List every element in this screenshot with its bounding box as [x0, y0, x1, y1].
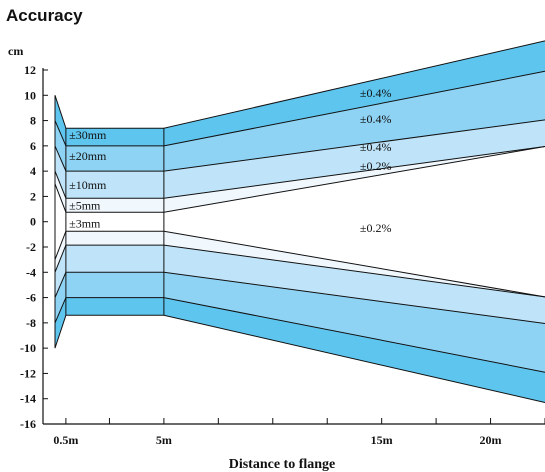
band-edge-1-upper	[54, 146, 545, 213]
y-tick-label: 10	[24, 88, 36, 102]
y-tick-label: -14	[20, 392, 36, 406]
band-annotation: ±0.4%	[360, 112, 392, 126]
band-edge-4-lower	[54, 297, 545, 373]
x-tick-label: 5m	[156, 433, 172, 447]
y-tick-label: -12	[20, 366, 36, 380]
tick-labels: -16 -14 -12 -10 -8 -6 -4 -2 0 2 4 6 8 10 12 0.5m 5m 15m 20…	[20, 63, 545, 447]
band-1	[55, 146, 545, 297]
accuracy-bands	[55, 40, 545, 403]
band-outlines	[54, 40, 545, 403]
band-edge-2-lower	[54, 244, 545, 298]
band-edge-4-upper	[54, 70, 545, 147]
band-edge-5-lower	[54, 314, 545, 403]
y-tick-label: -6	[26, 291, 36, 305]
y-tick-label: -10	[20, 341, 36, 355]
band-annotation: ±3mm	[69, 216, 101, 230]
band-annotation: ±0.4%	[360, 140, 392, 154]
band-edge-3-upper	[54, 119, 545, 172]
band-edge-1-lower	[54, 230, 545, 298]
band-annotation: ±10mm	[69, 178, 107, 192]
y-tick-label: -2	[26, 240, 36, 254]
y-tick-label: 0	[30, 215, 36, 229]
band-edge-3-lower	[54, 271, 545, 324]
axes	[42, 68, 545, 425]
x-axis-label: Distance to flange	[229, 457, 336, 472]
band-edge-5-upper	[54, 40, 545, 129]
y-tick-label: -4	[26, 265, 36, 279]
band-annotation: ±0.4%	[360, 86, 392, 100]
x-tick-label: 20m	[480, 433, 502, 447]
band-annotation: ±0.2%	[360, 221, 392, 235]
y-tick-label: 8	[30, 114, 36, 128]
y-tick-label: 12	[24, 63, 36, 77]
band-annotation: ±30mm	[69, 128, 107, 142]
band-annotation: ±0.2%	[360, 159, 392, 173]
y-tick-label: 2	[30, 189, 36, 203]
band-annotation: ±5mm	[69, 199, 101, 213]
x-tick-label: 0.5m	[53, 433, 78, 447]
x-tick-label: 15m	[371, 433, 393, 447]
y-tick-label: 6	[30, 139, 36, 153]
band-annotation: ±20mm	[69, 149, 107, 163]
band-edge-2-upper	[54, 146, 545, 199]
y-tick-label: -8	[26, 316, 36, 330]
y-axis-label: cm	[8, 44, 23, 58]
annotations: ±30mm ±20mm ±10mm ±5mm ±3mm ±0.4% ±0.4% ±0.4% ±0…	[69, 86, 391, 235]
page-title: Accuracy	[6, 6, 83, 25]
y-tick-label: 4	[30, 164, 36, 178]
y-tick-label: -16	[20, 417, 36, 431]
